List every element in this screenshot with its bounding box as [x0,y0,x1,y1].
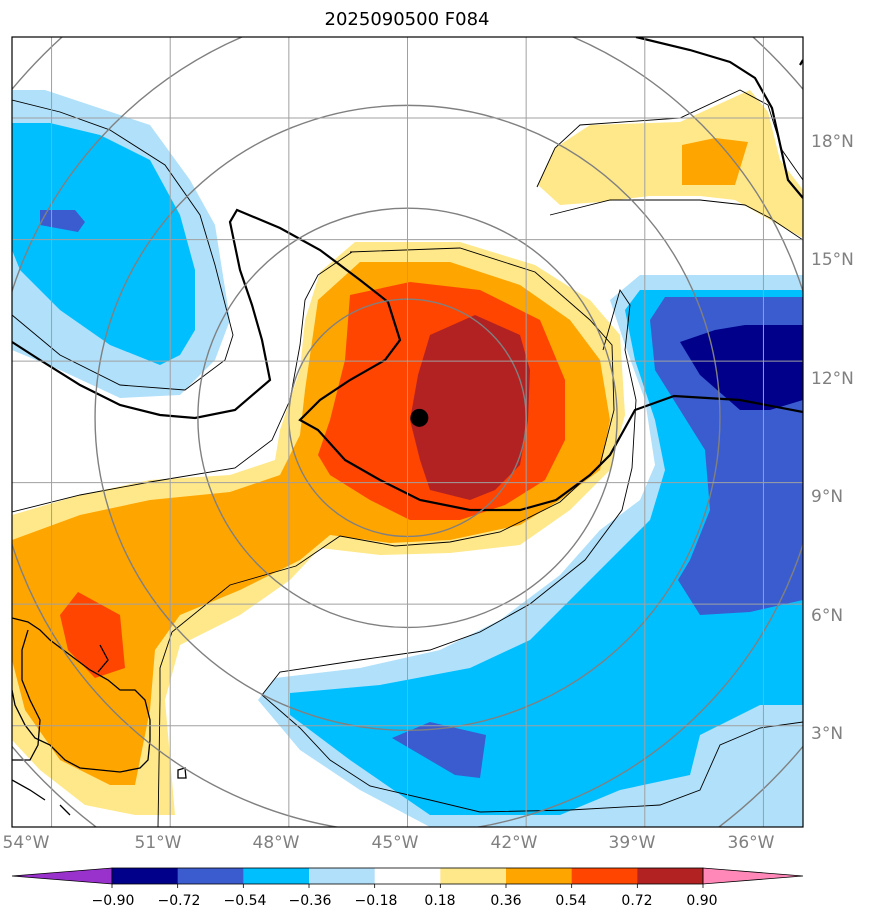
navy-region-east [680,325,803,410]
dark-blue-patch-south [392,722,486,778]
storm-center-marker [410,408,429,427]
colorbar-label-9: 0.72 [621,893,653,909]
colorbar-swatch-1 [112,868,179,884]
colorbar-label-10: 0.90 [686,893,718,909]
thick-contour-north [635,37,803,199]
lat-label-3n: 3°N [811,724,844,744]
lat-label-9n: 9°N [811,487,844,507]
colorbar-extend-max [702,867,804,885]
lon-label-36w: 36°W [727,833,775,853]
colorbar-label-1: −0.90 [91,893,135,909]
coastline-south-america [12,617,187,816]
dark-red-core-central [410,315,530,500]
lon-label-51w: 51°W [134,833,182,853]
colorbar-extend-min [11,867,113,885]
thin-contour-west-south [12,251,353,513]
red-orange-patch-southwest [60,592,125,678]
lat-label-18n: 18°N [811,132,854,152]
colorbar-label-6: 0.18 [424,893,456,909]
colorbar-outline [111,867,704,885]
lon-label-39w: 39°W [608,833,656,853]
lon-label-48w: 48°W [252,833,300,853]
colorbar-label-4: −0.36 [288,893,332,909]
colorbar-swatch-4 [309,868,376,884]
blue-region-northwest [12,123,195,365]
colorbar-swatch-7 [506,868,573,884]
thin-contour-northwest [12,99,234,391]
colorbar-label-8: 0.54 [555,893,587,909]
thin-contour-northeast-inner [549,199,803,241]
map-title: 2025090500 F084 [324,9,490,30]
lat-label-12n: 12°N [811,369,854,389]
thin-contour-south [261,288,803,813]
colorbar-label-3: −0.54 [223,893,267,909]
colorbar-swatch-9 [637,868,704,884]
lat-label-15n: 15°N [811,250,854,270]
map-frame [11,36,804,828]
colorbar-swatch-5 [374,868,441,884]
orange-patch-northeast [682,138,748,185]
colorbar-swatch-8 [571,868,638,884]
thick-contour-west [12,208,803,512]
thin-contour-northeast [536,89,803,245]
lon-label-42w: 42°W [490,833,538,853]
colorbar-swatch-3 [243,868,310,884]
colorbar-label-7: 0.36 [490,893,522,909]
lat-label-6n: 6°N [811,606,844,626]
colorbar-label-5: −0.18 [354,893,398,909]
colorbar [11,867,804,888]
colorbar-label-2: −0.72 [157,893,201,909]
lon-label-54w: 54°W [2,833,50,853]
colorbar-swatch-2 [177,868,244,884]
blue-region-southeast [290,290,803,815]
lon-label-45w: 45°W [371,833,419,853]
lat-lon-grid [12,37,803,827]
colorbar-swatch-6 [440,868,507,884]
